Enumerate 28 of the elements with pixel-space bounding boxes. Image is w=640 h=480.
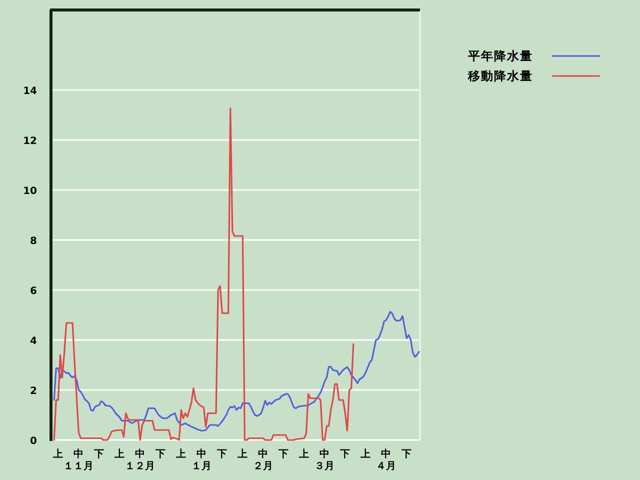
x-tick-label: 上 xyxy=(114,449,125,460)
x-tick-label: 下 xyxy=(156,449,166,460)
legend-label: 移動降水量 xyxy=(467,69,533,83)
x-tick-label: 下 xyxy=(340,449,350,460)
x-tick-label: 下 xyxy=(94,449,104,460)
y-tick-label: 8 xyxy=(30,236,37,247)
x-tick-label: 上 xyxy=(53,449,64,460)
x-tick-label: 下 xyxy=(402,449,412,460)
y-tick-label: 10 xyxy=(23,186,37,197)
legend-label: 平年降水量 xyxy=(467,49,533,63)
x-tick-label: 上 xyxy=(360,449,371,460)
x-tick-label: 上 xyxy=(299,449,310,460)
x-tick-label: 下 xyxy=(217,449,228,460)
x-tick-label: 下 xyxy=(278,449,289,460)
x-tick-label: 中３月 xyxy=(314,449,335,472)
y-tick-label: 2 xyxy=(30,386,37,397)
y-tick-label: 4 xyxy=(30,336,37,347)
x-tick-label: 中２月 xyxy=(253,449,274,472)
y-tick-label: 14 xyxy=(23,86,37,97)
x-tick-label: 中１１月 xyxy=(64,449,94,472)
y-tick-label: 0 xyxy=(30,436,37,447)
y-tick-label: 12 xyxy=(23,136,37,147)
x-tick-label: 上 xyxy=(176,449,186,460)
x-tick-label: 中１月 xyxy=(192,449,212,472)
x-tick-label: 上 xyxy=(238,449,248,460)
x-tick-label: 中１２月 xyxy=(125,449,156,472)
y-tick-label: 6 xyxy=(30,286,37,297)
x-tick-label: 中４月 xyxy=(376,449,396,472)
